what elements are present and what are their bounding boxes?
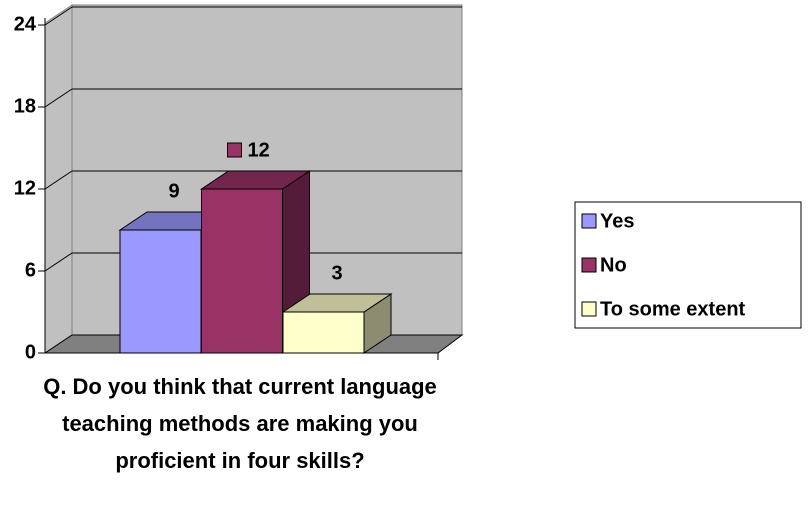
legend-label: No — [600, 254, 627, 276]
data-label: 9 — [168, 180, 179, 202]
bar — [282, 311, 365, 354]
y-tick-label: 24 — [14, 13, 37, 35]
legend-label: Yes — [600, 210, 634, 232]
grid-line — [44, 88, 73, 108]
grid-line — [44, 6, 73, 26]
legend-key — [581, 213, 597, 229]
data-label: 3 — [331, 262, 342, 284]
y-tick-label: 6 — [25, 259, 36, 281]
category-label: Q. Do you think that current language te… — [43, 374, 437, 473]
legend-key — [581, 257, 597, 273]
side-wall — [44, 4, 73, 354]
legend-box — [574, 201, 802, 329]
bar — [119, 229, 202, 354]
y-tick-label: 12 — [14, 177, 36, 199]
grid-line — [44, 252, 73, 272]
data-label: 12 — [248, 139, 270, 161]
y-tick-label: 18 — [14, 95, 36, 117]
bar — [201, 188, 283, 354]
grid-line — [44, 170, 73, 190]
legend-label: To some extent — [600, 298, 746, 320]
data-label-key — [227, 142, 242, 158]
y-tick-label: 0 — [25, 341, 36, 363]
legend-key — [581, 301, 597, 317]
